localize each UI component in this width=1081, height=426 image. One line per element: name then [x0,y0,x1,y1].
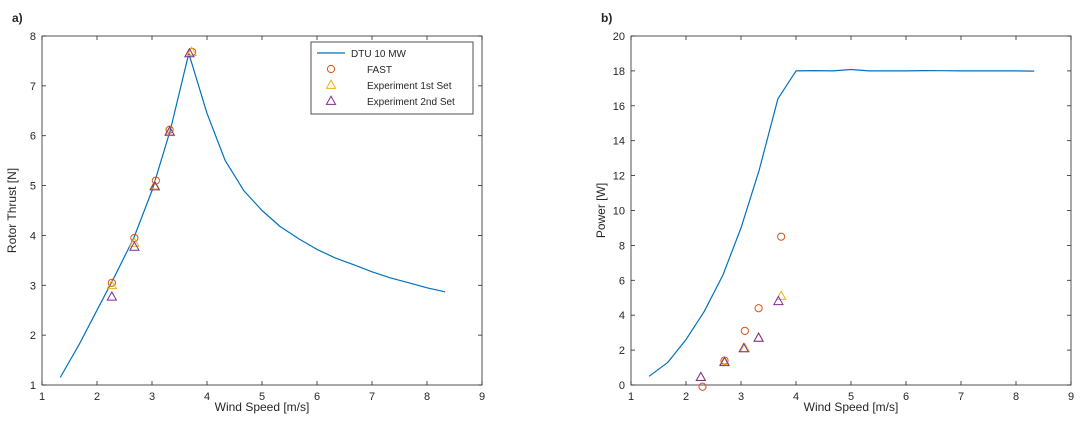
series-line [648,68,1035,377]
data-point [772,295,784,306]
y-tick-label: 4 [30,230,36,242]
series-line [59,52,446,378]
y-tick-label: 6 [619,275,625,287]
x-tick-label: 5 [848,391,854,403]
panel-label: a) [12,11,23,25]
y-tick-label: 3 [30,280,36,292]
y-tick-label: 1 [30,380,36,392]
data-point [186,46,198,56]
legend-label: DTU 10 MW [351,49,407,60]
y-tick-label: 4 [619,310,625,322]
plot-area [630,35,1072,386]
x-tick-label: 8 [1013,391,1019,403]
legend-label: Experiment 1st Set [367,81,452,92]
data-point [149,180,161,191]
y-tick-label: 7 [30,81,36,93]
data-point [698,382,707,391]
x-tick-label: 2 [683,391,689,403]
x-tick-label: 2 [94,391,100,403]
data-point [777,232,786,241]
y-tick-label: 6 [30,131,36,143]
legend-box [310,41,474,115]
y-tick-label: 16 [613,101,625,113]
x-tick-label: 1 [628,391,634,403]
data-point [695,371,707,382]
y-tick-label: 2 [30,330,36,342]
data-point [128,241,140,251]
legend-label: FAST [367,65,392,76]
y-tick-label: 20 [613,31,625,43]
y-axis-label: Power [W] [594,183,608,238]
data-point [183,47,195,58]
data-point [740,326,749,336]
panel-label: b) [601,11,612,25]
x-tick-label: 5 [259,391,265,403]
data-point [754,304,763,313]
legend-label: Experiment 2nd Set [367,97,455,108]
y-tick-label: 10 [613,206,625,218]
legend-marker-swatch [325,79,337,89]
x-tick-label: 6 [903,391,909,403]
x-tick-label: 9 [1068,391,1074,403]
data-point [106,279,118,290]
x-tick-label: 4 [204,391,210,403]
y-tick-label: 18 [613,66,625,78]
x-tick-label: 4 [793,391,799,403]
y-tick-label: 12 [613,171,625,183]
data-point [775,290,787,300]
y-tick-label: 8 [619,240,625,252]
x-axis-label: Wind Speed [m/s] [804,400,899,414]
y-tick-label: 2 [619,345,625,357]
y-tick-label: 14 [613,136,625,148]
data-point [107,278,116,287]
data-point [738,342,750,353]
y-tick-label: 8 [30,31,36,43]
legend-marker-swatch [326,64,336,74]
legend-marker-swatch [325,95,337,105]
x-axis-label: Wind Speed [m/s] [215,400,310,414]
y-tick-label: 0 [619,380,625,392]
chart-panel-a: 1 2 3 4 5 6 7 8 9 1 2 3 4 5 6 7 8 Wind Speed [m/s] Rotor T… [5,11,485,414]
x-tick-label: 8 [424,391,430,403]
x-tick-label: 7 [958,391,964,403]
y-axis-label: Rotor Thrust [N] [5,168,19,253]
data-point [106,290,118,301]
data-point [164,125,176,136]
data-point [753,332,765,342]
x-tick-label: 6 [314,391,320,403]
data-point [128,237,140,247]
x-tick-label: 3 [738,391,744,403]
y-tick-label: 5 [30,181,36,193]
x-tick-label: 3 [149,391,155,403]
x-tick-label: 1 [39,391,45,403]
x-tick-label: 7 [369,391,375,403]
x-tick-label: 9 [479,391,485,403]
data-point [719,356,730,367]
